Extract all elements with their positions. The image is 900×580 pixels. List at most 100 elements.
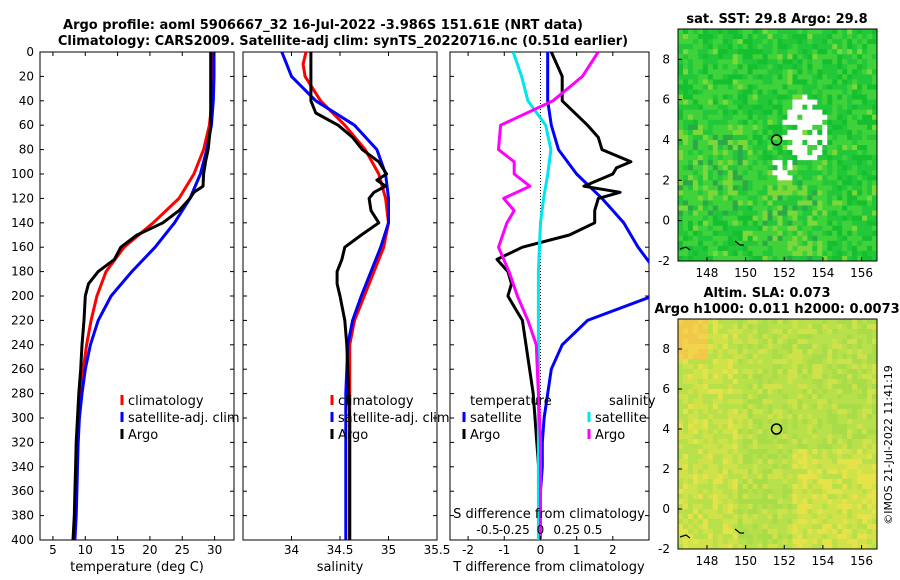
sst-map-cell <box>822 69 828 75</box>
sla-map-cell <box>747 319 754 325</box>
sst-map-cell <box>732 34 739 40</box>
sla-map-cell <box>872 424 877 430</box>
sst-map-cell <box>682 89 689 95</box>
sla-map-cell <box>842 454 848 460</box>
sla-map-cell <box>762 474 768 480</box>
sla-map-cell <box>807 524 813 530</box>
sst-map-cell <box>747 109 754 116</box>
sla-map-cell <box>857 449 863 455</box>
sst-map-cell <box>812 119 818 126</box>
sst-map-cell <box>852 134 858 141</box>
sst-map-cell <box>842 175 848 181</box>
sst-map-cell <box>822 39 828 45</box>
sst-map-cell <box>682 39 689 45</box>
sla-map-cell <box>682 534 689 540</box>
sst-map-cell <box>867 124 873 131</box>
sla-map-cell <box>872 539 877 545</box>
sla-map-cell <box>847 539 853 545</box>
sst-map-cell <box>742 44 749 50</box>
sla-map-cell <box>817 419 823 425</box>
sla-map-cell <box>837 429 843 435</box>
sla-map-cell <box>678 504 684 510</box>
sla-map-cell <box>747 439 754 445</box>
sst-map-cell <box>842 160 848 166</box>
sst-map-cell <box>757 64 763 70</box>
sst-map-cell <box>692 49 699 55</box>
sla-map-cell <box>757 539 763 545</box>
sla-map-cell <box>757 384 763 390</box>
sla-map-cell <box>872 334 877 340</box>
sla-map-cell <box>752 369 759 375</box>
sst-map-cell <box>692 84 699 90</box>
sst-map-cell <box>762 124 768 131</box>
sla-map-cell <box>752 524 759 530</box>
sla-map-cell <box>767 424 773 430</box>
sla-map-cell <box>807 489 813 495</box>
sla-map-cell <box>777 504 783 510</box>
sla-map-cell <box>782 509 788 515</box>
sst-map-cell <box>852 29 858 35</box>
sst-map-cell <box>712 99 719 106</box>
sst-map-cell <box>772 230 778 237</box>
sla-map-cell <box>822 534 828 540</box>
sst-map-cell <box>782 185 788 191</box>
sla-map-cell <box>832 439 838 445</box>
sst-map-cell <box>747 89 754 95</box>
sst-map-cell <box>852 84 858 90</box>
sla-map-cell <box>812 404 818 410</box>
sst-map-cell <box>867 250 873 257</box>
depth-tick-label: 400 <box>11 533 34 547</box>
sla-map-cell <box>757 499 763 505</box>
sla-map-cell <box>757 404 763 410</box>
sla-map-cell <box>832 384 838 390</box>
sla-map-cell <box>702 399 709 405</box>
sla-map-cell <box>837 359 843 365</box>
sst-map-cell <box>697 74 704 80</box>
sla-map-cell <box>837 344 843 350</box>
sst-map-cell <box>812 160 818 166</box>
sla-map-cell <box>817 484 823 490</box>
sla-map-cell <box>802 514 808 520</box>
sla-map-cell <box>817 444 823 450</box>
sst-map-cell <box>797 190 803 196</box>
sla-map-cell <box>697 509 704 515</box>
sla-map-cell <box>787 374 793 380</box>
sst-map-cell <box>812 185 818 191</box>
sst-map-cell <box>717 79 724 85</box>
sst-map-cell <box>678 99 684 106</box>
sla-map-cell <box>697 464 704 470</box>
sla-map-cell <box>777 419 783 425</box>
sst-map-cell <box>802 139 808 146</box>
sla-map-cell <box>817 384 823 390</box>
sla-map-cell <box>802 519 808 525</box>
sst-map-cell <box>822 124 828 131</box>
sst-map-cell <box>717 220 724 227</box>
sla-map-cell <box>757 464 763 470</box>
sla-map-cell <box>752 474 759 480</box>
sla-map-cell <box>722 399 729 405</box>
sla-map-cell <box>712 544 719 549</box>
sla-map-cell <box>692 349 699 355</box>
sla-map-cell <box>867 394 873 400</box>
sla-map-cell <box>792 409 798 415</box>
sst-map-cell <box>707 39 714 45</box>
sst-map-cell <box>802 89 808 95</box>
sla-map-cell <box>747 469 754 475</box>
sla-map-cell <box>782 474 788 480</box>
sla-map-cell <box>742 509 749 515</box>
sla-map-cell <box>757 494 763 500</box>
sst-map-cell <box>867 240 873 247</box>
sla-map-cell <box>752 539 759 545</box>
sla-map-cell <box>852 369 858 375</box>
sla-map-cell <box>812 534 818 540</box>
depth-tick-label: 20 <box>19 69 34 83</box>
sla-map-cell <box>862 344 868 350</box>
sla-map-cell <box>692 399 699 405</box>
sst-map-cell <box>707 84 714 90</box>
sst-map-cell <box>757 119 763 126</box>
sst-map-cell <box>682 139 689 146</box>
sla-map-cell <box>737 409 744 415</box>
sla-map-cell <box>827 434 833 440</box>
sst-map-cell <box>787 59 793 65</box>
sst-map-cell <box>777 94 783 101</box>
